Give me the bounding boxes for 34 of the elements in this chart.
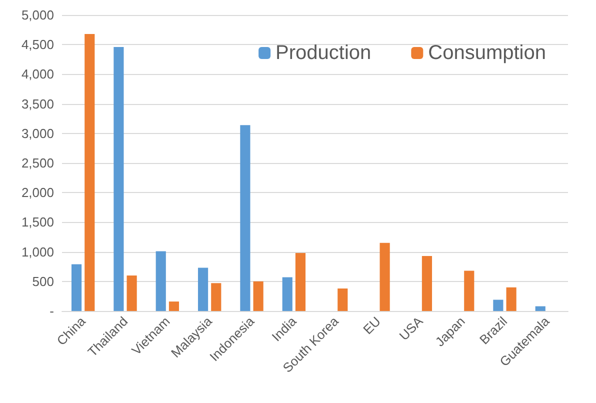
bar xyxy=(168,302,180,311)
y-tick-label: 4,500 xyxy=(21,37,54,52)
bar xyxy=(380,242,390,311)
y-tick-label: 3,500 xyxy=(21,96,54,112)
y-tick-label: 3,000 xyxy=(21,126,54,141)
bar xyxy=(211,283,222,311)
bar xyxy=(71,264,82,311)
x-tick-label: USA xyxy=(396,313,426,344)
bar xyxy=(295,252,306,311)
bar xyxy=(535,306,546,311)
bar xyxy=(84,34,95,311)
bar xyxy=(282,277,292,311)
bar xyxy=(253,281,264,311)
legend-label: Production xyxy=(276,42,372,64)
bar xyxy=(464,270,474,311)
y-tick-label: 2,500 xyxy=(21,156,54,170)
y-tick-label: - xyxy=(50,304,54,318)
bar xyxy=(198,268,208,311)
y-tick-label: 5,000 xyxy=(21,8,54,22)
y-tick-label: 2,000 xyxy=(21,185,54,200)
bar xyxy=(156,251,166,311)
bar xyxy=(493,300,504,311)
bar xyxy=(422,256,432,311)
bar xyxy=(114,46,124,311)
y-tick-label: 1,500 xyxy=(21,214,54,230)
bar xyxy=(338,288,348,311)
y-tick-label: 1,000 xyxy=(21,244,54,260)
x-tick-label: EU xyxy=(360,314,384,338)
bar xyxy=(506,287,516,311)
y-tick-label: 500 xyxy=(32,274,54,289)
bar xyxy=(126,275,137,311)
legend-label: Consumption xyxy=(428,42,546,64)
bar xyxy=(240,125,250,311)
y-tick-label: 4,000 xyxy=(21,66,54,82)
